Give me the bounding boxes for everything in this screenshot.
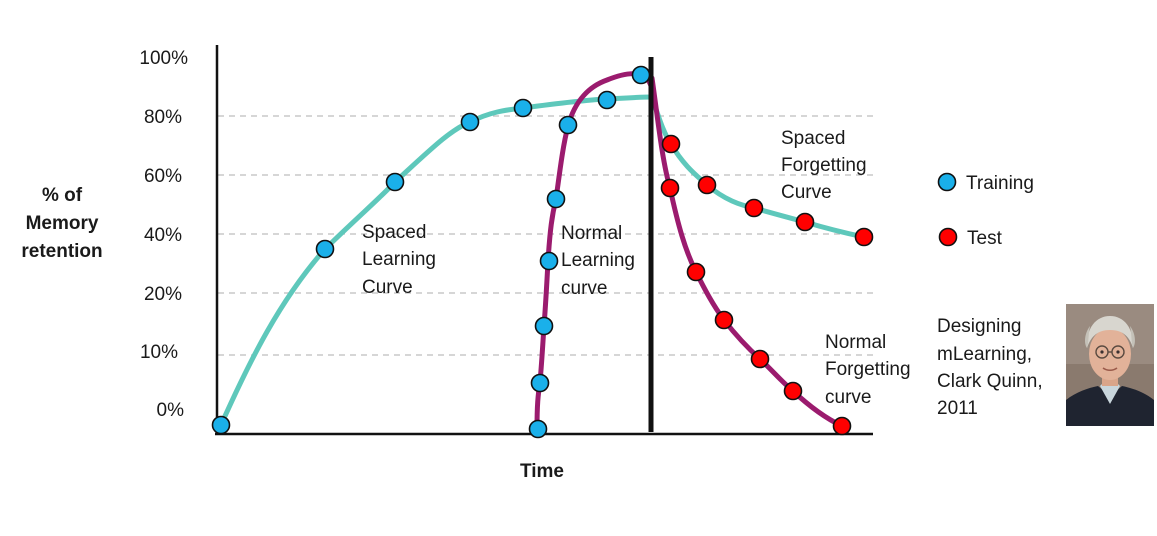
annotation-line: Normal	[825, 332, 886, 353]
annotation-line: Curve	[362, 277, 413, 298]
training-marker	[528, 419, 548, 439]
y-tick-label: 0%	[157, 400, 185, 421]
legend: Training Test	[937, 172, 1034, 249]
training-marker	[546, 189, 566, 209]
annotation-line: Spaced	[781, 128, 845, 149]
test-marker	[750, 349, 770, 369]
citation-line: Clark Quinn,	[937, 371, 1043, 392]
y-tick-labels: 100% 80% 60% 40% 20% 10% 0%	[139, 48, 188, 421]
author-portrait-photo	[1066, 304, 1154, 426]
annotation-line: Spaced	[362, 222, 426, 243]
attribution-citation: Designing mLearning, Clark Quinn, 2011	[937, 316, 1043, 419]
training-marker	[315, 239, 335, 259]
y-tick-label: 100%	[139, 48, 188, 69]
test-marker	[686, 262, 706, 282]
legend-training-swatch	[937, 172, 957, 192]
test-marker	[660, 178, 680, 198]
y-tick-label: 60%	[144, 166, 182, 187]
annotation-line: Forgetting	[825, 359, 911, 380]
test-marker	[661, 134, 681, 154]
test-markers	[660, 134, 874, 436]
y-tick-label: 40%	[144, 225, 182, 246]
test-marker	[854, 227, 874, 247]
annotation-line: Normal	[561, 223, 622, 244]
y-axis-title-line: % of	[42, 185, 83, 206]
y-axis-title-line: retention	[21, 241, 102, 262]
test-marker	[744, 198, 764, 218]
y-tick-label: 10%	[140, 342, 178, 363]
annotation-line: Learning	[561, 250, 635, 271]
training-marker	[539, 251, 559, 271]
y-axis-title: % of Memory retention	[21, 185, 102, 262]
legend-test-swatch	[938, 227, 958, 247]
training-marker	[631, 65, 651, 85]
training-marker	[385, 172, 405, 192]
test-marker	[783, 381, 803, 401]
test-marker	[714, 310, 734, 330]
test-marker	[832, 416, 852, 436]
annotation-line: curve	[561, 278, 607, 299]
spaced-learning-label: Spaced Learning Curve	[362, 222, 436, 298]
spaced-forgetting-label: Spaced Forgetting Curve	[781, 128, 867, 203]
annotation-line: Curve	[781, 182, 832, 203]
test-marker	[795, 212, 815, 232]
y-tick-label: 20%	[144, 284, 182, 305]
legend-training-label: Training	[966, 173, 1034, 194]
citation-line: Designing	[937, 316, 1022, 337]
training-marker	[460, 112, 480, 132]
training-marker	[597, 90, 617, 110]
y-tick-label: 80%	[144, 107, 182, 128]
training-marker	[211, 415, 231, 435]
training-marker	[534, 316, 554, 336]
citation-line: 2011	[937, 398, 978, 419]
legend-test-label: Test	[967, 228, 1003, 249]
training-marker	[558, 115, 578, 135]
citation-line: mLearning,	[937, 344, 1032, 365]
normal-forgetting-label: Normal Forgetting curve	[825, 332, 911, 408]
x-axis-title: Time	[520, 461, 564, 482]
annotation-line: Learning	[362, 249, 436, 270]
training-markers	[211, 65, 651, 439]
annotation-line: curve	[825, 387, 871, 408]
test-marker	[697, 175, 717, 195]
training-marker	[513, 98, 533, 118]
normal-learning-label: Normal Learning curve	[561, 223, 635, 299]
y-axis-title-line: Memory	[26, 213, 99, 234]
annotation-line: Forgetting	[781, 155, 867, 176]
training-marker	[530, 373, 550, 393]
